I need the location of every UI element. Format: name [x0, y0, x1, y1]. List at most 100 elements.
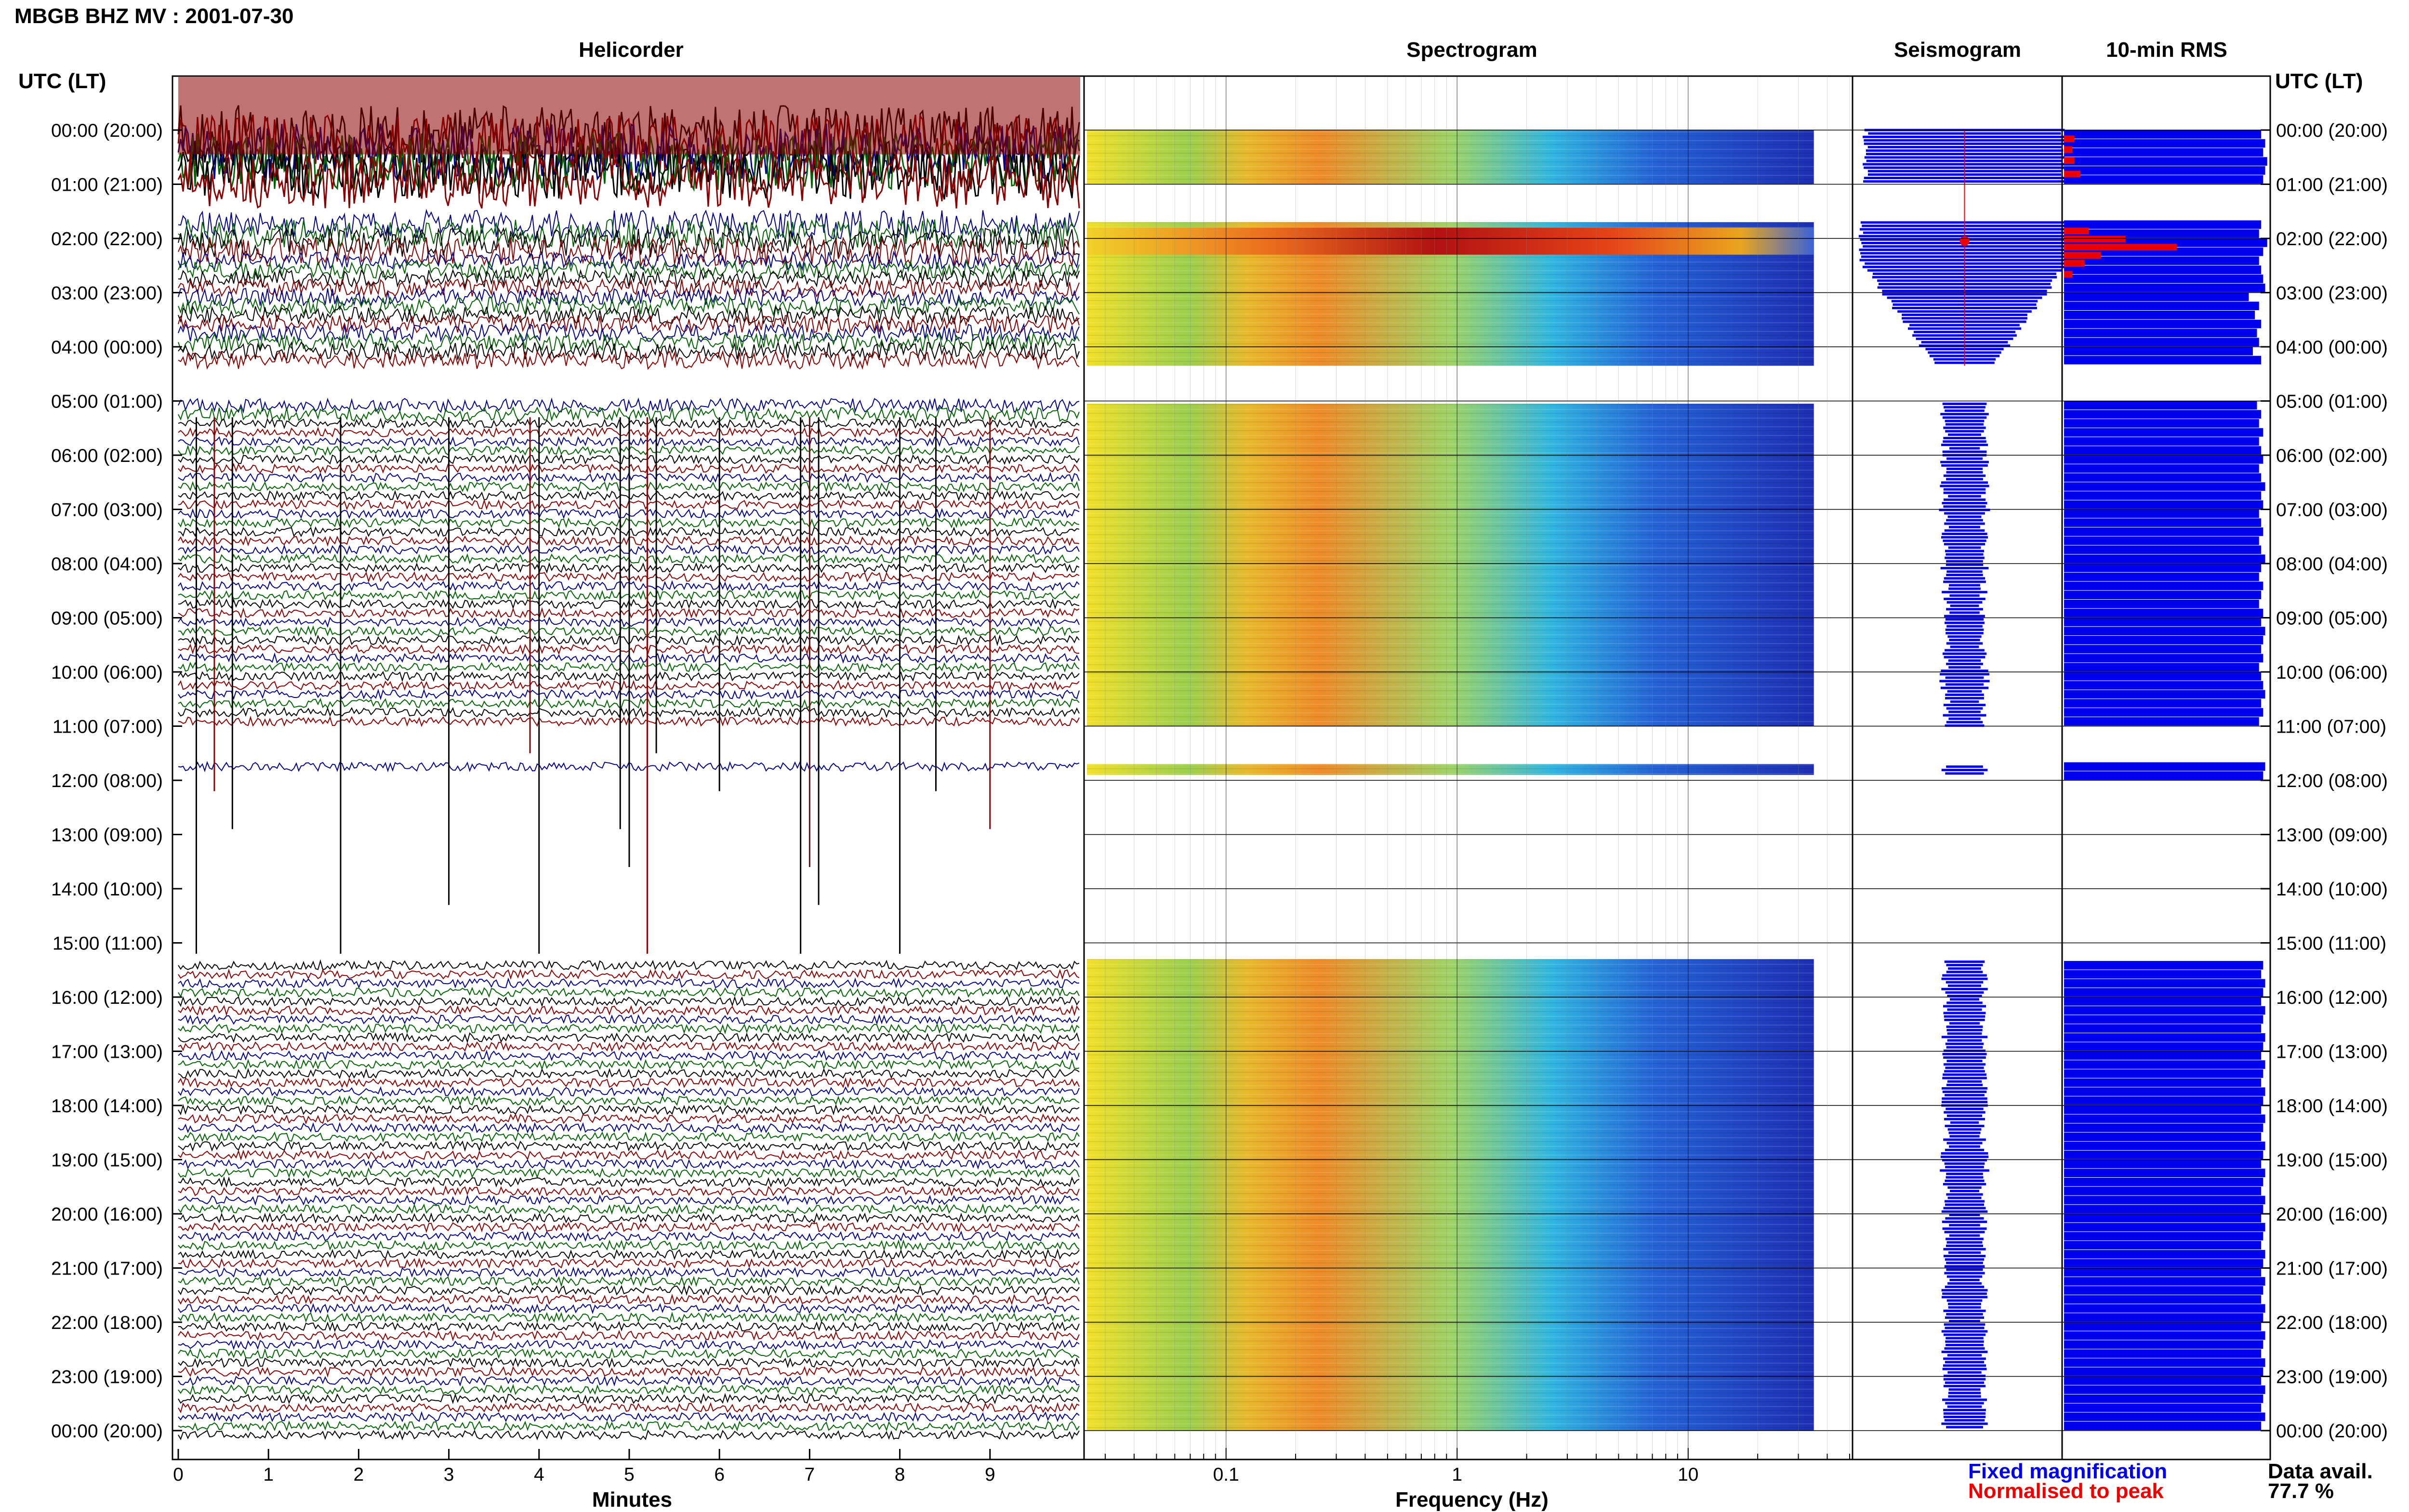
rms-bar [2064, 564, 2261, 572]
helicorder-trace [178, 1149, 1080, 1161]
helicorder-trace [178, 995, 1080, 1008]
helicorder-trace [178, 259, 1080, 280]
helicorder-trace [178, 1284, 1080, 1297]
helicorder-trace [178, 1429, 1080, 1441]
helicorder-xtick-label: 5 [624, 1464, 635, 1485]
rms-bar [2064, 1114, 2265, 1123]
rms-bar [2064, 608, 2263, 618]
helicorder-trace [178, 1004, 1080, 1016]
time-tick-label-right: 16:00 (12:00) [2276, 987, 2388, 1008]
spectrogram-xtick-label: 0.1 [1213, 1464, 1239, 1485]
time-axis-label-right: UTC (LT) [2275, 69, 2363, 93]
helicorder-trace [178, 1167, 1080, 1179]
helicorder-trace [178, 397, 1080, 414]
helicorder-trace [178, 968, 1080, 980]
time-tick-label-left: 07:00 (03:00) [51, 500, 163, 521]
spectrogram-xtick-label: 10 [1678, 1464, 1698, 1485]
helicorder-trace [178, 341, 1080, 362]
helicorder-xtick-label: 4 [534, 1464, 544, 1485]
helicorder-trace [178, 1302, 1080, 1315]
rms-normalised-bar [2064, 227, 2089, 235]
helicorder-xtick-label: 9 [985, 1464, 995, 1485]
time-tick-label-right: 09:00 (05:00) [2276, 608, 2388, 629]
time-tick-label-right: 01:00 (21:00) [2276, 175, 2388, 196]
seismogram-panel [1858, 129, 2071, 1429]
helicorder-trace [177, 149, 1080, 209]
helicorder-xtick-label: 1 [263, 1464, 274, 1485]
helicorder-trace [178, 1266, 1080, 1278]
helicorder-trace [178, 1122, 1080, 1134]
rms-bar [2064, 473, 2261, 482]
rms-bar [2064, 591, 2261, 599]
rms-bar [2064, 627, 2265, 635]
helicorder-trace [178, 1058, 1080, 1071]
spectrogram-texture [1087, 404, 1814, 726]
rms-bar [2064, 1096, 2263, 1105]
rms-bar [2064, 437, 2259, 446]
rms-bar [2064, 491, 2261, 500]
rms-bar [2064, 319, 2261, 329]
helicorder-trace [178, 1366, 1080, 1378]
time-tick-label-left: 23:00 (19:00) [51, 1367, 163, 1388]
helicorder-trace [178, 236, 1080, 268]
rms-bar [2064, 581, 2263, 591]
rms-bar [2064, 1313, 2263, 1322]
rms-bar [2064, 762, 2265, 771]
helicorder-xtick-label: 8 [895, 1464, 905, 1485]
time-tick-label-right: 08:00 (04:00) [2276, 554, 2388, 575]
panel-title-spectrogram: Spectrogram [1406, 38, 1537, 62]
time-tick-label-right: 23:00 (19:00) [2276, 1367, 2388, 1388]
helicorder-trace [178, 1104, 1080, 1116]
rms-bar [2064, 1376, 2261, 1385]
helicorder-trace [178, 1393, 1080, 1405]
helicorder-xtick-label: 7 [805, 1464, 815, 1485]
spectrogram-texture [1087, 959, 1814, 1431]
rms-bar [2064, 1105, 2261, 1114]
rms-bar [2064, 401, 2257, 410]
helicorder-trace [178, 1384, 1080, 1396]
rms-bar [2064, 1286, 2263, 1295]
time-tick-label-left: 18:00 (14:00) [51, 1096, 163, 1117]
time-tick-label-right: 22:00 (18:00) [2276, 1313, 2388, 1333]
rms-bar [2064, 1060, 2265, 1069]
spectrogram-event-band [1087, 227, 1814, 255]
rms-bar [2064, 644, 2261, 654]
time-tick-label-right: 03:00 (23:00) [2276, 283, 2388, 304]
legend-normalised: Normalised to peak [1968, 1479, 2164, 1503]
helicorder-trace [178, 977, 1080, 989]
rms-bar [2064, 690, 2265, 699]
rms-bar [2064, 997, 2261, 1006]
rms-normalised-bar [2064, 260, 2085, 267]
time-tick-label-right: 20:00 (16:00) [2276, 1204, 2388, 1225]
rms-bar [2064, 139, 2265, 148]
legend-fixed: Fixed magnification [1968, 1459, 2167, 1483]
time-tick-label-left: 10:00 (06:00) [51, 662, 163, 683]
helicorder-saturation [178, 77, 1080, 155]
helicorder-trace [178, 1041, 1080, 1052]
time-tick-label-left: 02:00 (22:00) [51, 229, 163, 250]
rms-bar [2064, 338, 2259, 346]
rms-bar [2064, 1268, 2261, 1277]
helicorder-xtick-label: 0 [173, 1464, 184, 1485]
rms-bar [2064, 1024, 2261, 1033]
time-tick-label-left: 04:00 (00:00) [51, 337, 163, 358]
helicorder-trace [178, 1185, 1080, 1196]
rms-bar [2064, 1367, 2263, 1376]
rms-bar [2064, 302, 2259, 310]
helicorder-trace [177, 140, 1080, 200]
rms-bar [2064, 419, 2259, 428]
time-tick-label-right: 21:00 (17:00) [2276, 1259, 2388, 1279]
data-avail-value: 77.7 % [2268, 1479, 2334, 1503]
helicorder-trace [178, 1239, 1080, 1251]
time-tick-label-left: 13:00 (09:00) [51, 825, 163, 846]
rms-bar [2064, 771, 2263, 780]
rms-bar [2064, 1132, 2261, 1141]
helicorder-trace [178, 218, 1080, 250]
panel-frame-rms [2061, 75, 2271, 1460]
rms-bar [2064, 455, 2263, 464]
helicorder-trace [178, 1375, 1080, 1387]
rms-bar [2064, 148, 2263, 157]
rms-bar [2064, 275, 2263, 283]
time-tick-label-right: 00:00 (20:00) [2276, 120, 2388, 141]
time-tick-label-right: 11:00 (07:00) [2276, 717, 2386, 737]
